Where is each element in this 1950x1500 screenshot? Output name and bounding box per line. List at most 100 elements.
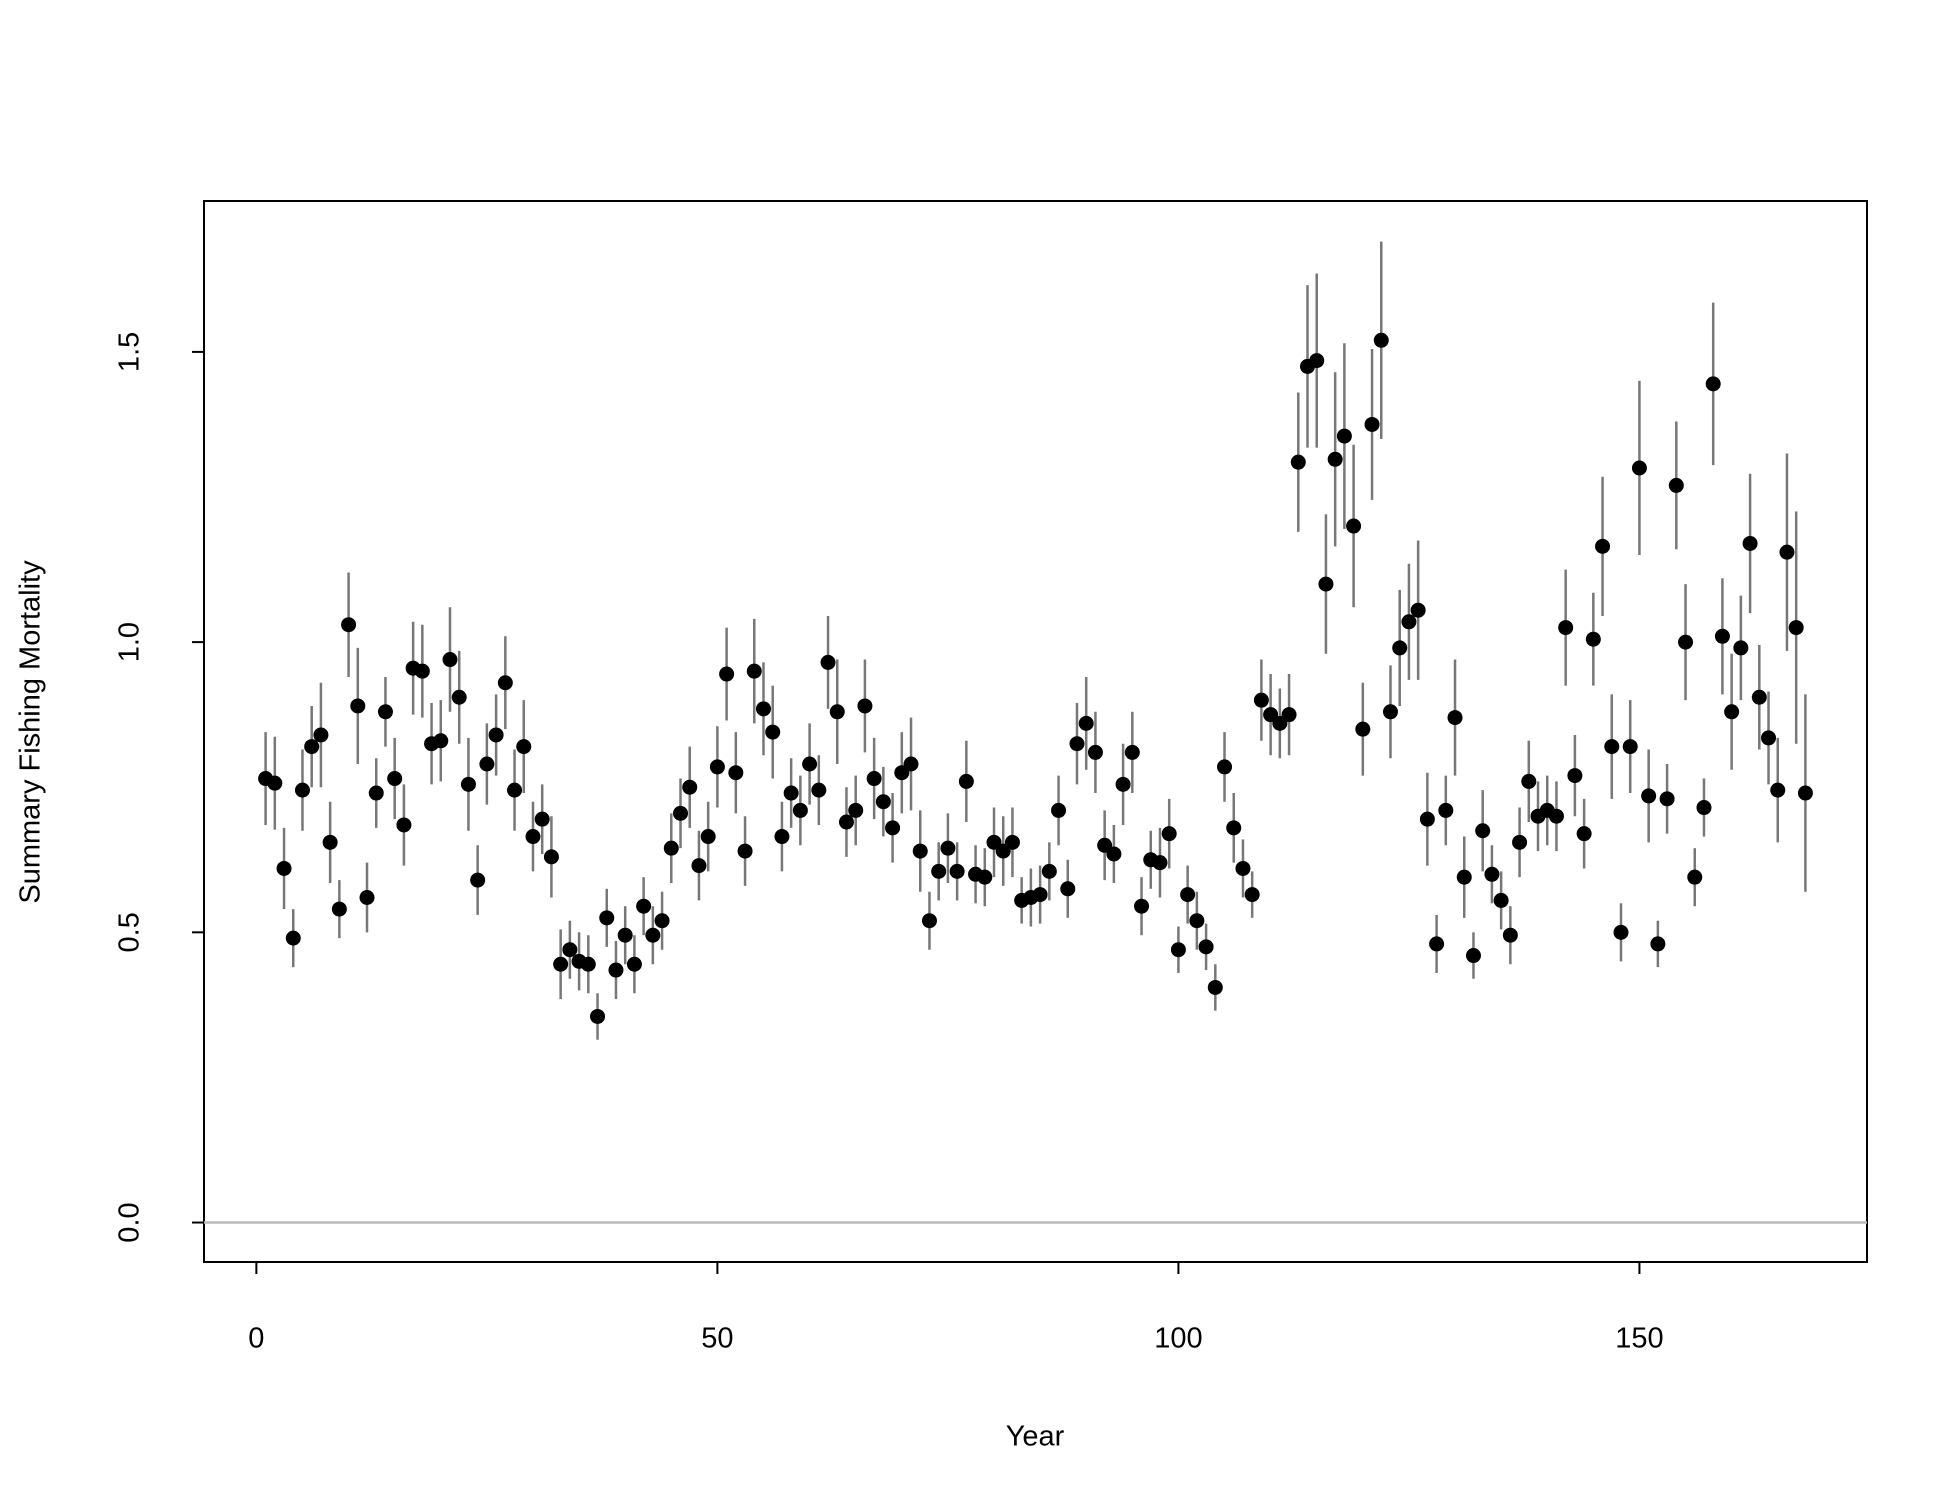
point bbox=[1051, 802, 1067, 818]
point bbox=[709, 759, 725, 775]
point bbox=[1456, 869, 1472, 885]
point bbox=[1253, 692, 1269, 708]
point bbox=[728, 765, 744, 781]
point bbox=[304, 739, 320, 755]
point bbox=[885, 820, 901, 836]
point bbox=[746, 663, 762, 679]
point bbox=[433, 733, 449, 749]
point bbox=[848, 802, 864, 818]
point bbox=[1198, 939, 1214, 955]
point bbox=[1613, 924, 1629, 940]
point bbox=[1521, 773, 1537, 789]
x-axis-label: Year bbox=[1006, 1421, 1065, 1453]
point bbox=[1631, 460, 1647, 476]
point bbox=[1751, 689, 1767, 705]
plot-frame bbox=[203, 200, 1868, 1263]
point bbox=[1364, 416, 1380, 432]
point bbox=[1558, 620, 1574, 636]
y-tick-label: 0.5 bbox=[114, 912, 146, 952]
point bbox=[1004, 834, 1020, 850]
point bbox=[1742, 535, 1758, 551]
point bbox=[654, 913, 670, 929]
point bbox=[1447, 710, 1463, 726]
point bbox=[359, 889, 375, 905]
point bbox=[442, 652, 458, 668]
point bbox=[912, 843, 928, 859]
point bbox=[1770, 782, 1786, 798]
point bbox=[949, 863, 965, 879]
point bbox=[396, 817, 412, 833]
point bbox=[1281, 707, 1297, 723]
point bbox=[1484, 866, 1500, 882]
point bbox=[663, 840, 679, 856]
y-tick-label: 1.0 bbox=[114, 622, 146, 662]
point bbox=[350, 698, 366, 714]
point bbox=[673, 805, 689, 821]
point bbox=[479, 756, 495, 772]
point bbox=[1327, 451, 1343, 467]
point bbox=[368, 785, 384, 801]
y-tick-label: 1.5 bbox=[114, 332, 146, 372]
point bbox=[1318, 576, 1334, 592]
x-tick-label: 150 bbox=[1615, 1323, 1663, 1355]
point bbox=[1309, 353, 1325, 369]
point bbox=[1788, 620, 1804, 636]
point bbox=[1336, 428, 1352, 444]
point bbox=[1475, 823, 1491, 839]
y-tick-label: 0.0 bbox=[114, 1202, 146, 1242]
point bbox=[377, 704, 393, 720]
point bbox=[1041, 863, 1057, 879]
point bbox=[294, 782, 310, 798]
point bbox=[313, 727, 329, 743]
point bbox=[903, 756, 919, 772]
point bbox=[1392, 640, 1408, 656]
point bbox=[802, 756, 818, 772]
point bbox=[1161, 826, 1177, 842]
point bbox=[829, 704, 845, 720]
point bbox=[1355, 721, 1371, 737]
point bbox=[1382, 704, 1398, 720]
y-axis-label: Summary Fishing Mortality bbox=[15, 560, 47, 904]
point bbox=[451, 689, 467, 705]
point bbox=[1346, 518, 1362, 534]
point bbox=[1641, 788, 1657, 804]
point bbox=[1106, 846, 1122, 862]
point bbox=[590, 1008, 606, 1024]
point bbox=[866, 771, 882, 787]
point bbox=[341, 617, 357, 633]
point bbox=[1244, 887, 1260, 903]
point bbox=[1124, 744, 1140, 760]
point bbox=[691, 858, 707, 874]
point bbox=[1152, 855, 1168, 871]
point bbox=[1502, 927, 1518, 943]
point bbox=[1548, 808, 1564, 824]
point bbox=[580, 956, 596, 972]
point bbox=[921, 913, 937, 929]
point bbox=[875, 794, 891, 810]
point bbox=[1585, 631, 1601, 647]
point bbox=[1069, 736, 1085, 752]
point bbox=[414, 663, 430, 679]
point bbox=[1733, 640, 1749, 656]
point bbox=[940, 840, 956, 856]
point bbox=[1078, 715, 1094, 731]
point bbox=[331, 901, 347, 917]
point bbox=[1170, 942, 1186, 958]
point bbox=[1060, 881, 1076, 897]
point bbox=[1678, 634, 1694, 650]
point bbox=[1401, 614, 1417, 630]
point bbox=[1115, 776, 1131, 792]
point bbox=[608, 962, 624, 978]
x-tick-label: 50 bbox=[701, 1323, 733, 1355]
point bbox=[719, 666, 735, 682]
point bbox=[682, 779, 698, 795]
point bbox=[507, 782, 523, 798]
point bbox=[387, 771, 403, 787]
point bbox=[1779, 544, 1795, 560]
point bbox=[1687, 869, 1703, 885]
point bbox=[792, 802, 808, 818]
point bbox=[1714, 628, 1730, 644]
point bbox=[525, 829, 541, 845]
point bbox=[497, 675, 513, 691]
